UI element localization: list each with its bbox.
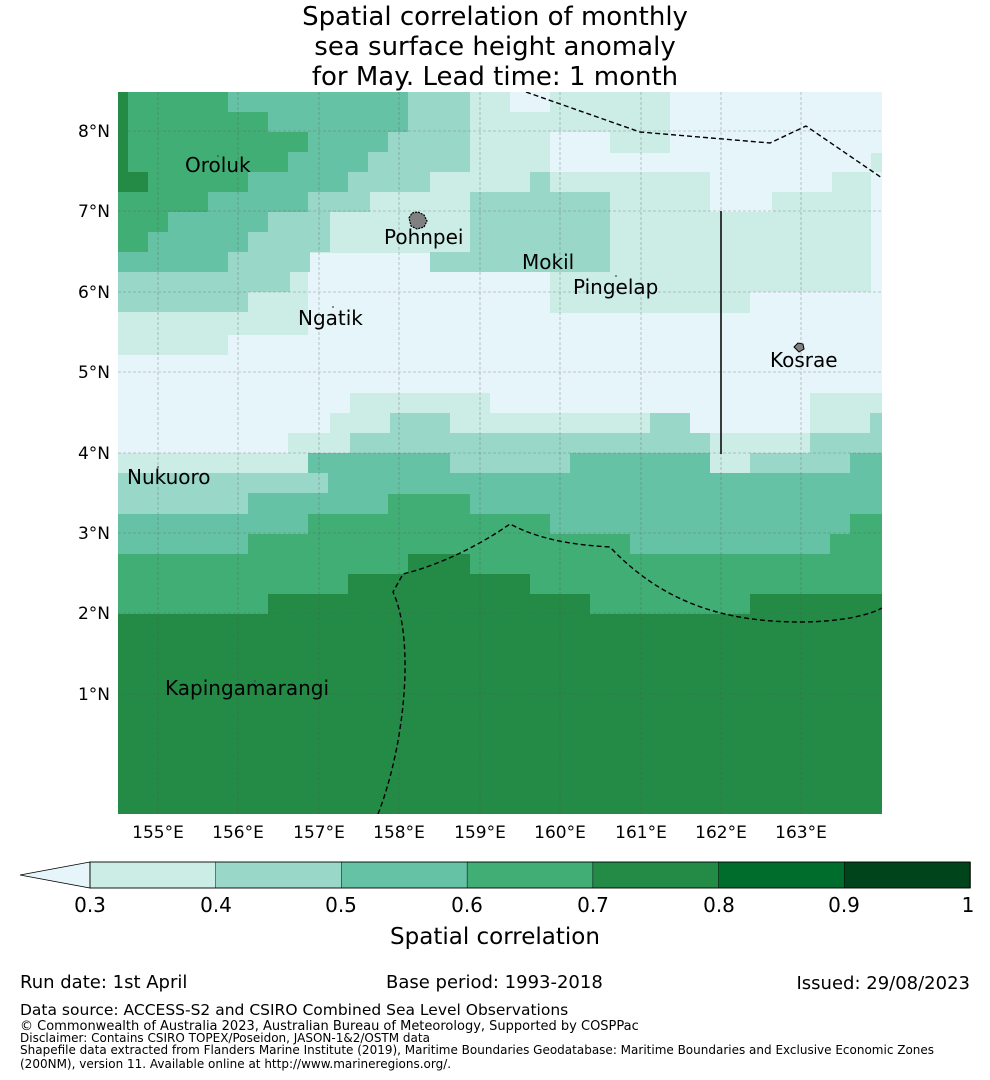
colorbar-tick-0.6: 0.6 [451,893,483,917]
lon-label-160e: 160°E [534,823,586,843]
colorbar-tick-0.8: 0.8 [703,893,735,917]
oroluk-dot [217,155,219,157]
colorbar-swatch-1 [89,861,217,889]
colorbar-tick-0.9: 0.9 [828,893,860,917]
place-label-pohnpei: Pohnpei [384,225,464,249]
nukuoro-dot [157,466,159,468]
colorbar-tick-0.5: 0.5 [325,893,357,917]
lon-label-163e: 163°E [775,823,827,843]
colorbar-swatches [89,861,971,889]
band-0.7-0.8-south [118,554,882,814]
band-0.6-0.7-north [118,92,308,252]
place-label-oroluk: Oroluk [185,153,251,177]
map-frame: Oroluk Pohnpei Mokil Pingelap Ngatik Kos… [78,92,882,843]
colorbar-swatch-4 [466,861,594,889]
colorbar-extend-arrow [19,861,91,889]
longitude-labels: 155°E 156°E 157°E 158°E 159°E 160°E 161°… [132,823,827,843]
lon-label-158e: 158°E [373,823,425,843]
lon-label-162e: 162°E [695,823,747,843]
colorbar-swatch-5 [592,861,720,889]
place-labels: Oroluk Pohnpei Mokil Pingelap Ngatik Kos… [127,153,838,700]
lat-label-5n: 5°N [78,363,110,383]
title-line-2: sea surface height anomaly [314,32,676,62]
lat-label-8n: 8°N [78,122,110,142]
pingelap-dot [615,275,617,277]
place-label-kapingamarangi: Kapingamarangi [165,676,329,700]
place-label-ngatik: Ngatik [298,306,363,330]
disclaimer: Disclaimer: Contains CSIRO TOPEX/Poseido… [20,1031,430,1045]
band-0.7-0.8-north [118,92,148,192]
colorbar-swatch-6 [718,861,846,889]
latitude-labels: 8°N 7°N 6°N 5°N 4°N 3°N 2°N 1°N [78,122,110,705]
place-label-kosrae: Kosrae [770,348,838,372]
lat-label-4n: 4°N [78,444,110,464]
band-0.4-0.5-mokil [430,172,610,272]
lat-label-6n: 6°N [78,283,110,303]
eez-boundaries [377,92,882,814]
graticule [118,92,882,814]
colorbar-tick-0.3: 0.3 [74,893,106,917]
colorbar-ticks: 0.3 0.4 0.5 0.6 0.7 0.8 0.9 1 [74,893,974,917]
title-line-3: for May. Lead time: 1 month [311,62,679,92]
base-period: Base period: 1993-2018 [386,972,603,993]
lat-label-2n: 2°N [78,604,110,624]
lon-label-161e: 161°E [615,823,667,843]
lat-label-3n: 3°N [78,524,110,544]
shapefile-credit: Shapefile data extracted from Flanders M… [20,1043,935,1071]
correlation-map: Oroluk Pohnpei Mokil Pingelap Ngatik Kos… [19,92,974,950]
correlation-field [118,92,882,814]
pohnpei-island [408,211,428,230]
ngatik-dot [332,306,334,308]
colorbar-swatch-3 [341,861,468,889]
colorbar-swatch-7 [844,861,971,889]
eez-boundary-south [377,523,882,814]
lon-label-156e: 156°E [212,823,264,843]
copyright-notice: © Commonwealth of Australia 2023, Austra… [20,1019,639,1034]
lat-label-7n: 7°N [78,202,110,222]
colorbar-tick-0.4: 0.4 [200,893,232,917]
mokil-dot [554,256,556,258]
colorbar: 0.3 0.4 0.5 0.6 0.7 0.8 0.9 1 Spatial co… [19,861,974,950]
kosrae-island [793,342,805,353]
colorbar-tick-1: 1 [962,893,975,917]
colorbar-swatch-2 [215,861,343,889]
place-label-mokil: Mokil [522,250,574,274]
issued-date: Issued: 29/08/2023 [796,973,970,994]
colorbar-tick-0.7: 0.7 [577,893,609,917]
data-source: Data source: ACCESS-S2 and CSIRO Combine… [20,1001,569,1019]
colorbar-outline [89,861,971,889]
eez-boundary-north [525,92,882,179]
place-label-pingelap: Pingelap [573,275,658,299]
lon-label-159e: 159°E [454,823,506,843]
colorbar-label: Spatial correlation [390,924,600,950]
title-line-1: Spatial correlation of monthly [302,2,688,32]
lon-label-157e: 157°E [293,823,345,843]
kapinga-dot [254,680,256,682]
cell-0.3-0.4-4N [710,453,750,473]
place-label-nukuoro: Nukuoro [127,465,211,489]
lon-label-155e: 155°E [132,823,184,843]
map-title: Spatial correlation of monthly sea surfa… [0,2,990,92]
run-date: Run date: 1st April [20,972,188,993]
lat-label-1n: 1°N [78,685,110,705]
